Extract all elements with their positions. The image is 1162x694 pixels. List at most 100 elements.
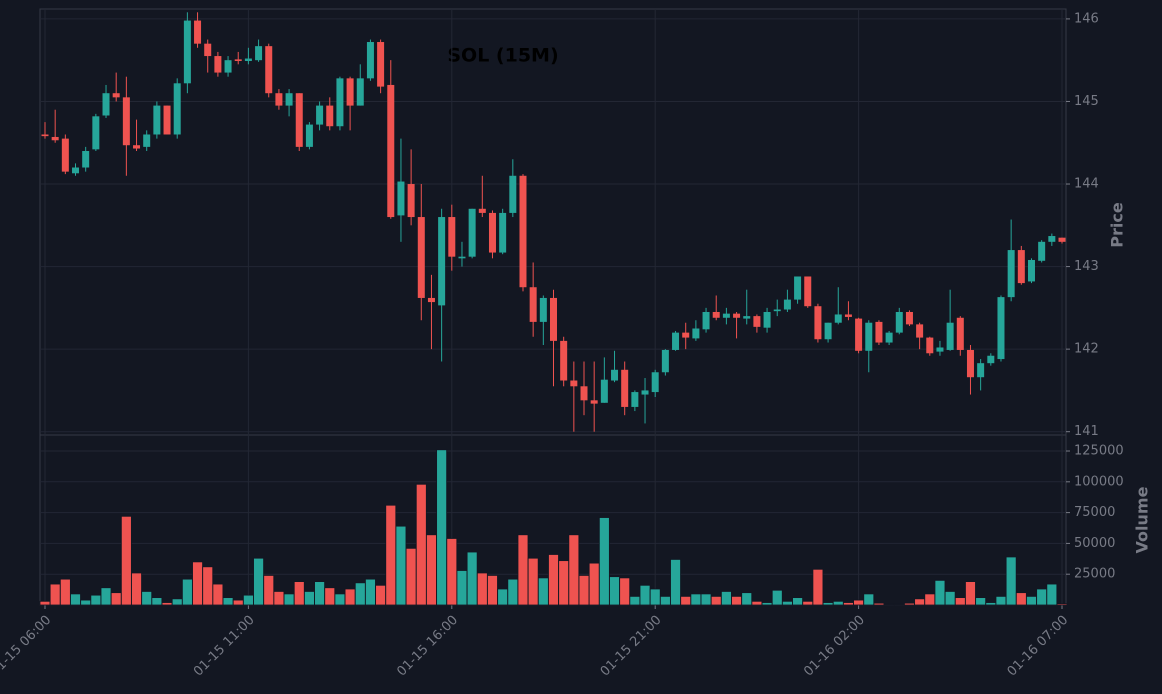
candle-body	[194, 20, 202, 44]
volume-axis-label: Volume	[1133, 486, 1152, 553]
candle-body	[295, 93, 303, 147]
candle-body	[265, 46, 273, 94]
volume-bar	[334, 593, 346, 606]
x-tick-label: 01-15 16:00	[394, 613, 461, 680]
candle-body	[285, 93, 293, 106]
candle-body	[1048, 236, 1056, 242]
candle-body	[987, 355, 995, 364]
volume-bar	[385, 504, 397, 606]
candle-body	[631, 392, 639, 407]
volume-bar	[822, 602, 834, 606]
volume-bar	[527, 557, 539, 606]
volume-bar	[90, 594, 102, 606]
candle-body	[72, 167, 80, 174]
volume-bar	[537, 577, 549, 606]
candle-body	[51, 136, 59, 141]
volume-bar	[497, 588, 509, 606]
candle-body	[804, 276, 812, 307]
candle-body	[133, 145, 141, 149]
volume-bar	[161, 602, 173, 606]
candle-body	[255, 46, 263, 61]
candle-body	[275, 93, 283, 106]
candle-body	[926, 337, 934, 354]
volume-bar	[212, 583, 224, 606]
volume-bar	[222, 597, 234, 606]
volume-bar	[1026, 595, 1037, 606]
candle-body	[427, 297, 435, 303]
candle-body	[875, 321, 883, 343]
volume-bar	[598, 517, 610, 606]
x-tick-label: 01-15 06:00	[0, 613, 54, 680]
volume-bar	[314, 581, 325, 606]
volume-bar	[771, 589, 783, 606]
volume-bar	[446, 538, 458, 606]
candle-body	[519, 175, 527, 288]
volume-bar	[731, 595, 742, 606]
volume-bar	[609, 576, 620, 606]
candle-body	[956, 317, 964, 350]
candle-body	[672, 332, 680, 350]
volume-bar	[517, 534, 529, 606]
candle-body	[244, 58, 252, 62]
y-tick-label: 146	[1074, 11, 1099, 26]
y-tick-label: 144	[1074, 177, 1099, 192]
y-tick-label: 50000	[1074, 536, 1115, 551]
volume-bar	[395, 525, 407, 606]
volume-bar	[975, 597, 987, 606]
candle-body	[1007, 250, 1015, 298]
volume-bar	[914, 598, 926, 606]
volume-bar	[578, 575, 590, 606]
y-tick-label: 145	[1074, 94, 1099, 109]
volume-bar	[39, 600, 51, 606]
volume-bar	[832, 600, 844, 606]
candle-body	[234, 59, 242, 62]
volume-bar	[659, 595, 671, 606]
volume-bar	[171, 598, 183, 606]
candle-body	[92, 116, 100, 150]
volume-bar	[924, 593, 936, 606]
volume-bar	[812, 568, 824, 606]
volume-bar	[558, 560, 570, 606]
volume-bar	[354, 582, 366, 606]
volume-bar	[49, 583, 61, 606]
volume-bar	[934, 579, 946, 606]
volume-bar	[843, 602, 854, 606]
volume-bar	[293, 581, 305, 606]
volume-bar	[792, 597, 803, 606]
volume-bar	[548, 554, 559, 606]
candle-body	[773, 309, 781, 312]
x-tick-label: 01-15 11:00	[191, 613, 258, 680]
candle-body	[621, 369, 629, 407]
candle-body	[1038, 241, 1046, 261]
candle-body	[336, 78, 344, 127]
candle-body	[173, 83, 181, 135]
candle-body	[977, 363, 985, 378]
volume-bar	[995, 595, 1007, 606]
candle-body	[580, 386, 588, 401]
candle-body	[397, 181, 405, 216]
volume-bar	[680, 595, 692, 606]
volume-bar	[141, 591, 153, 606]
volume-bar	[232, 599, 244, 606]
candle-body	[865, 322, 873, 351]
candle-body	[570, 380, 578, 387]
candle-body	[641, 390, 649, 395]
y-tick-label: 125000	[1074, 444, 1124, 459]
candle-body	[692, 328, 700, 339]
candle-body	[122, 97, 130, 146]
candle-body	[529, 287, 537, 322]
x-tick-label: 01-15 21:00	[598, 613, 665, 680]
candle-body	[499, 212, 507, 253]
volume-bar	[700, 593, 712, 606]
volume-bar	[1036, 588, 1048, 606]
volume-bar	[100, 587, 112, 606]
volume-bar	[304, 591, 315, 606]
volume-bar	[283, 593, 295, 606]
volume-bar	[751, 600, 763, 606]
volume-bar	[1015, 592, 1027, 606]
volume-bar	[131, 572, 142, 606]
candle-body	[41, 134, 49, 137]
candle-body	[844, 314, 852, 317]
